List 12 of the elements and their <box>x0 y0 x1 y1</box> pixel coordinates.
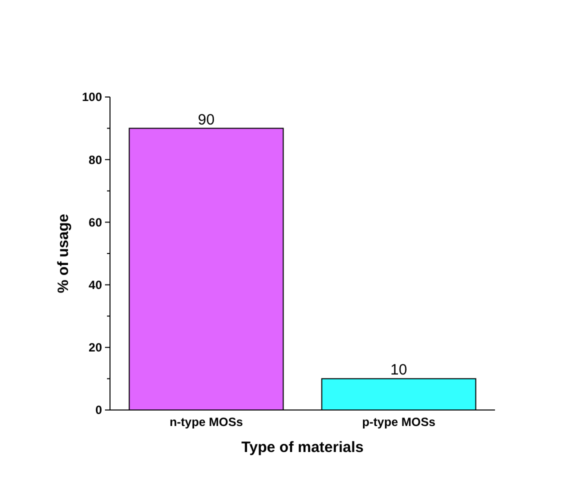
y-tick-label: 0 <box>95 403 102 418</box>
data-label: 10 <box>390 362 408 379</box>
y-tick-label: 60 <box>88 215 102 230</box>
y-tick-label: 40 <box>88 278 102 292</box>
x-tick-label: n-type MOSs <box>170 415 244 429</box>
y-tick-label: 80 <box>88 152 102 167</box>
y-tick-label: 20 <box>88 340 102 355</box>
data-label: 90 <box>198 111 215 128</box>
x-axis-title: Type of materials <box>241 439 364 456</box>
y-axis-title: % of usage <box>55 214 72 294</box>
x-tick-label: p-type MOSs <box>362 415 436 429</box>
y-tick-label: 100 <box>82 90 102 104</box>
